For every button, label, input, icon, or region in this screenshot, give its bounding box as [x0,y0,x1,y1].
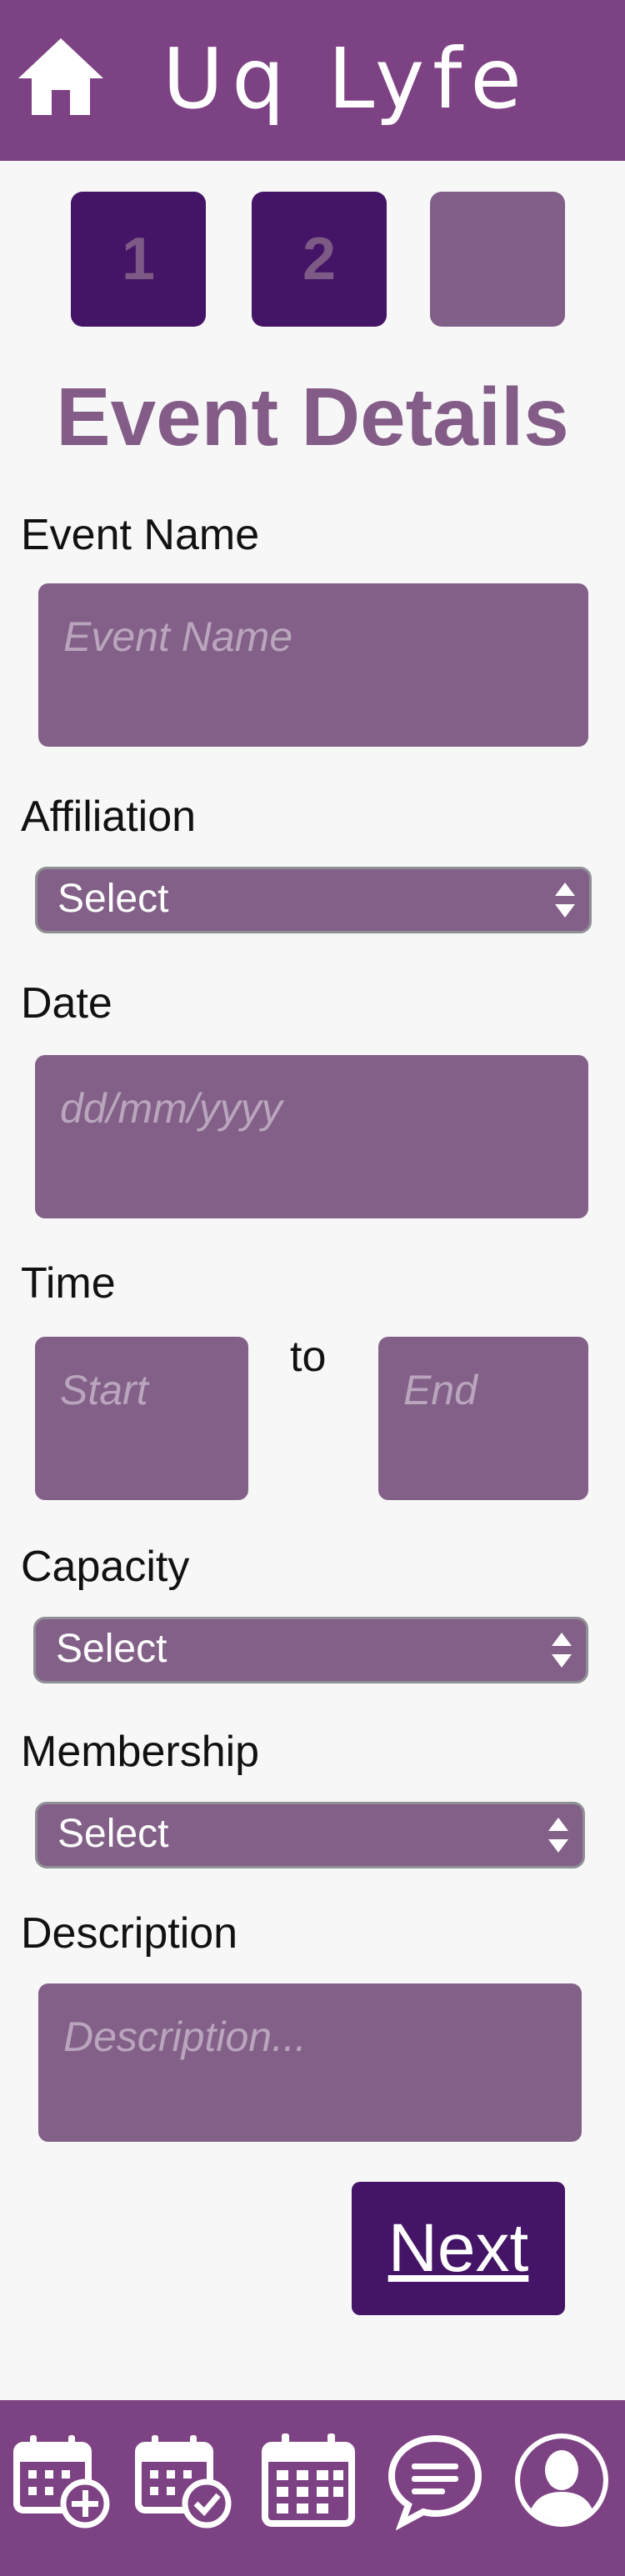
affiliation-label: Affiliation [21,793,197,841]
calendar-check-icon[interactable] [133,2430,233,2530]
event-name-input[interactable]: Event Name [38,583,588,747]
capacity-select[interactable]: Select [33,1617,588,1683]
step-indicator-2[interactable]: 2 [252,192,387,327]
affiliation-selected-value: Select [58,877,169,921]
event-name-label: Event Name [21,511,260,559]
step-indicator-3[interactable] [430,192,565,327]
capacity-label: Capacity [21,1543,190,1591]
capacity-selected-value: Select [56,1627,168,1671]
membership-selected-value: Select [58,1812,169,1856]
select-arrows-icon [548,1818,568,1853]
select-arrows-icon [552,1633,572,1668]
calendar-add-icon[interactable] [12,2430,112,2530]
description-placeholder: Description... [63,2013,307,2060]
time-label: Time [21,1259,116,1308]
page-title: Event Details [56,371,569,463]
calendar-grid-icon[interactable] [258,2430,358,2530]
home-icon[interactable] [15,35,107,118]
description-label: Description [21,1909,238,1958]
description-textarea[interactable]: Description... [38,1983,582,2142]
bottom-navigation-bar [0,2400,625,2576]
time-end-placeholder: End [403,1367,478,1413]
time-start-placeholder: Start [60,1367,148,1413]
next-button[interactable]: Next [352,2182,565,2315]
app-header: Uq Lyfe [0,0,625,161]
date-label: Date [21,979,112,1028]
affiliation-select[interactable]: Select [35,867,592,933]
time-separator: to [290,1333,327,1381]
step-indicator-1[interactable]: 1 [71,192,206,327]
select-arrows-icon [555,883,575,918]
event-name-placeholder: Event Name [63,613,293,660]
membership-label: Membership [21,1728,260,1776]
app-brand-title: Uq Lyfe [162,30,530,128]
membership-select[interactable]: Select [35,1802,585,1868]
time-start-input[interactable]: Start [35,1337,248,1500]
time-end-input[interactable]: End [378,1337,588,1500]
date-placeholder: dd/mm/yyyy [60,1085,282,1132]
date-input[interactable]: dd/mm/yyyy [35,1055,588,1218]
chat-bubble-icon[interactable] [385,2430,485,2530]
user-profile-icon[interactable] [512,2430,612,2530]
